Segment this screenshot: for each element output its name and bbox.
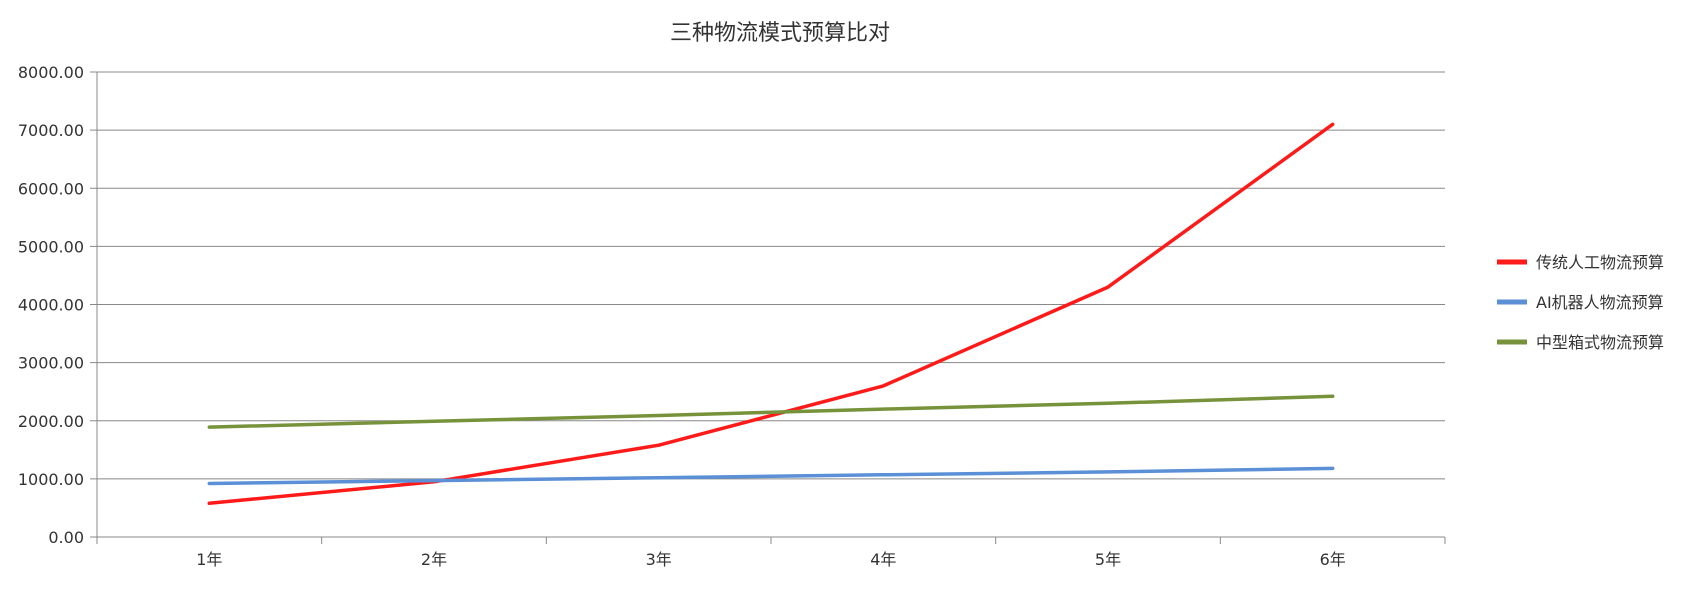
y-tick-label: 0.00 xyxy=(48,528,84,547)
y-tick-label: 4000.00 xyxy=(18,296,84,315)
y-tick-label: 6000.00 xyxy=(18,179,84,198)
x-tick-label: 3年 xyxy=(646,550,672,569)
legend-label: 传统人工物流预算 xyxy=(1536,253,1664,272)
y-axis-ticks: 0.00 1000.00 2000.00 3000.00 4000.00 5000.00 6… xyxy=(18,63,84,547)
series-line-1 xyxy=(207,122,1335,506)
x-tick-label: 2年 xyxy=(421,550,447,569)
legend-label: 中型箱式物流预算 xyxy=(1536,333,1664,352)
y-tick-label: 7000.00 xyxy=(18,121,84,140)
gridlines xyxy=(97,71,1445,480)
chart-title: 三种物流模式预算比对 xyxy=(670,21,890,46)
axes xyxy=(90,71,1446,544)
series-lines xyxy=(207,122,1335,506)
x-tick-label: 5年 xyxy=(1095,550,1121,569)
y-tick-label: 2000.00 xyxy=(18,412,84,431)
x-axis-ticks: 1年 2年 3年 4年 5年 6年 xyxy=(196,550,1346,569)
y-tick-label: 8000.00 xyxy=(18,63,84,82)
x-tick-label: 6年 xyxy=(1320,550,1346,569)
series-line-2 xyxy=(207,466,1335,486)
y-tick-label: 5000.00 xyxy=(18,237,84,256)
x-tick-label: 4年 xyxy=(870,550,896,569)
x-tick-label: 1年 xyxy=(196,550,222,569)
y-tick-label: 3000.00 xyxy=(18,354,84,373)
legend-label: AI机器人物流预算 xyxy=(1536,293,1664,312)
series-line-3 xyxy=(207,394,1335,429)
y-tick-label: 1000.00 xyxy=(18,470,84,489)
